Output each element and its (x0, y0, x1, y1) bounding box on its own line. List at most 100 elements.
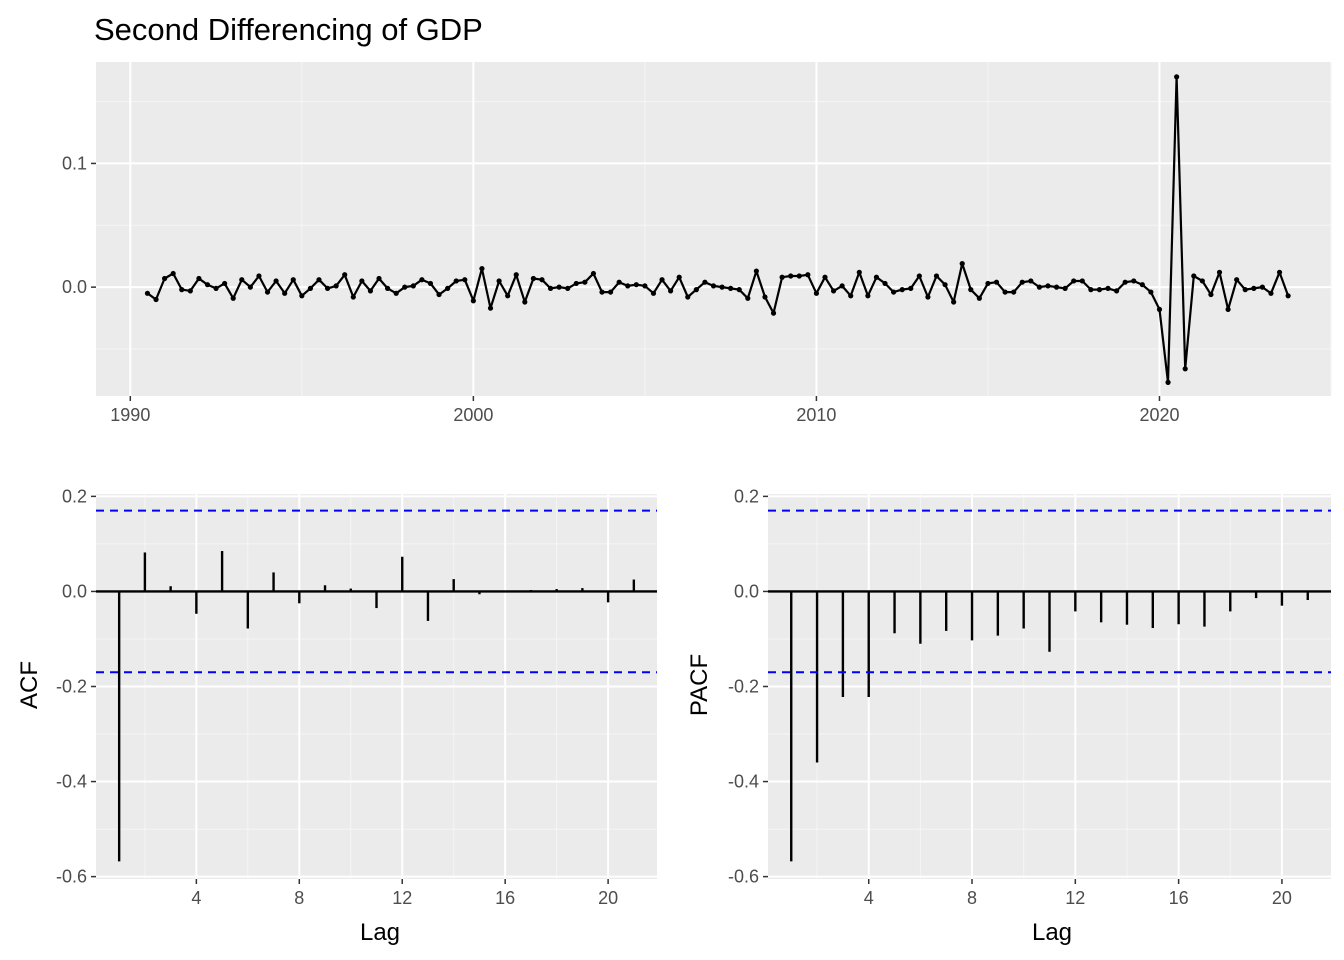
gdp-data-point (908, 285, 914, 291)
pacf-x-tick-label: 12 (1065, 888, 1085, 908)
gdp-data-point (1079, 278, 1085, 284)
gdp-data-point (290, 277, 296, 283)
gdp-data-point (693, 287, 699, 293)
gdp-data-point (633, 282, 639, 288)
gdp-data-point (1053, 284, 1060, 290)
gdp-data-point (1199, 278, 1205, 284)
gdp-data-point (170, 270, 176, 277)
gdp-data-point (187, 288, 193, 294)
acf-x-tick-label: 12 (392, 888, 412, 908)
gdp-data-point (453, 278, 459, 284)
gdp-data-point (839, 283, 845, 289)
gdp-data-point (1156, 306, 1163, 313)
gdp-data-point (436, 291, 442, 298)
gdp-data-point (865, 293, 871, 299)
gdp-data-point (1225, 306, 1231, 313)
pacf-x-tick-label: 16 (1169, 888, 1189, 908)
gdp-data-point (1019, 279, 1025, 285)
gdp-data-point (1148, 289, 1154, 295)
pacf-y-tick-label: 0.2 (734, 486, 759, 506)
gdp-data-point (1174, 74, 1180, 80)
gdp-data-point (1045, 283, 1051, 289)
gdp-data-point (830, 288, 837, 294)
gdp-x-tick-label: 2010 (796, 405, 836, 425)
gdp-data-point (1062, 285, 1068, 291)
acf-y-tick-label: 0.0 (62, 581, 87, 601)
pacf-x-tick-label: 4 (864, 888, 874, 908)
gdp-data-point (427, 280, 434, 287)
gdp-data-point (590, 270, 597, 277)
pacf-y-tick-label: -0.4 (728, 772, 759, 792)
gdp-panel-background (96, 62, 1331, 396)
gdp-data-point (1028, 278, 1034, 284)
gdp-data-point (1105, 285, 1111, 291)
gdp-data-point (796, 273, 802, 279)
gdp-data-point (1276, 269, 1283, 275)
gdp-data-point (1139, 282, 1145, 288)
gdp-data-point (1002, 289, 1008, 295)
gdp-data-point (873, 274, 880, 280)
gdp-data-point (376, 275, 382, 282)
gdp-data-point (144, 290, 151, 296)
gdp-data-point (222, 280, 228, 287)
gdp-data-point (805, 272, 811, 278)
gdp-data-point (496, 278, 502, 284)
gdp-data-point (1036, 284, 1043, 290)
gdp-data-point (204, 282, 211, 288)
gdp-data-point (719, 284, 725, 290)
gdp-data-point (1216, 269, 1223, 275)
gdp-data-point (522, 299, 528, 305)
pacf-y-tick-label: 0.0 (734, 581, 759, 601)
gdp-data-point (882, 280, 888, 287)
gdp-data-point (384, 285, 391, 291)
gdp-data-point (1096, 287, 1103, 293)
gdp-data-point (625, 283, 631, 289)
gdp-data-point (513, 272, 519, 278)
acf-x-tick-label: 4 (191, 888, 201, 908)
gdp-data-point (582, 279, 588, 285)
gdp-data-point (607, 289, 614, 295)
acf-y-tick-label: 0.2 (62, 486, 87, 506)
gdp-x-tick-label: 1990 (110, 405, 150, 425)
gdp-data-point (299, 293, 305, 299)
gdp-data-point (685, 294, 691, 300)
gdp-data-point (1251, 285, 1257, 291)
gdp-data-point (410, 283, 416, 289)
gdp-x-tick-label: 2000 (453, 405, 493, 425)
gdp-data-point (642, 283, 648, 289)
gdp-data-point (599, 289, 605, 295)
gdp-data-point (1122, 279, 1128, 285)
gdp-data-point (445, 285, 451, 291)
acf-y-axis-title: ACF (16, 661, 43, 709)
gdp-data-point (1088, 287, 1094, 293)
gdp-data-point (616, 279, 622, 285)
gdp-data-point (367, 288, 374, 294)
gdp-data-point (925, 294, 931, 300)
gdp-data-point (539, 277, 545, 283)
gdp-data-point (479, 265, 485, 272)
gdp-data-point (402, 284, 408, 290)
pacf-x-tick-label: 8 (967, 888, 977, 908)
acf-x-axis-title: Lag (360, 919, 400, 946)
gdp-data-point (556, 284, 562, 290)
pacf-y-axis-title: PACF (686, 654, 713, 716)
gdp-data-point (942, 282, 948, 288)
gdp-data-point (788, 273, 794, 279)
gdp-data-point (487, 305, 494, 311)
gdp-data-point (573, 280, 579, 287)
gdp-data-point (856, 269, 862, 275)
gdp-data-point (951, 299, 957, 305)
gdp-data-point (985, 280, 991, 287)
pacf-x-tick-label: 20 (1272, 888, 1292, 908)
gdp-data-point (899, 287, 905, 293)
gdp-data-point (968, 287, 974, 293)
acf-panel: 4 8 12 16 20 -0.6 -0.4 -0.2 0.0 0.2 ACF Lag (16, 486, 657, 946)
gdp-data-point (770, 310, 777, 316)
gdp-data-point (316, 277, 322, 283)
acf-x-tick-label: 16 (495, 888, 515, 908)
gdp-data-point (736, 287, 742, 293)
gdp-data-point (762, 294, 768, 300)
gdp-data-point (196, 275, 202, 282)
gdp-data-point (1131, 278, 1137, 284)
gdp-data-point (393, 290, 399, 296)
